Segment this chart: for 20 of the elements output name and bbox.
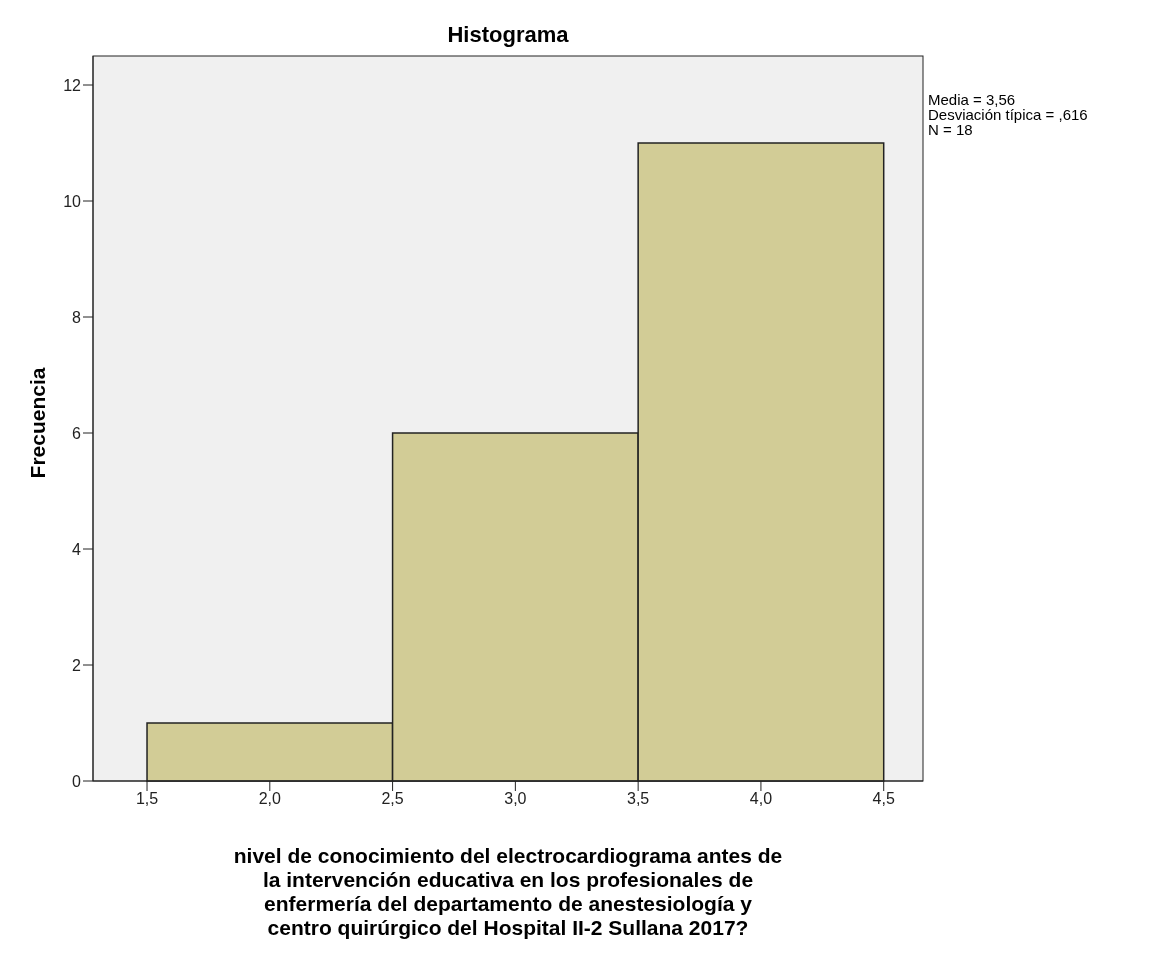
- y-tick-label: 6: [72, 424, 82, 442]
- x-tick-label: 2,5: [381, 790, 404, 808]
- x-tick-label: 2,0: [258, 790, 282, 808]
- x-tick-label: 1,5: [135, 790, 159, 808]
- y-tick-label: 8: [72, 308, 82, 326]
- text: Desviación típica = ,616: [928, 106, 1088, 123]
- y-tick-label: 2: [72, 656, 82, 674]
- x-tick-label: 4,0: [749, 790, 773, 808]
- text: N = 18: [928, 121, 974, 138]
- x-tick-label: 3,5: [627, 790, 650, 808]
- y-tick-label: 0: [72, 772, 82, 790]
- y-tick-label: 4: [72, 540, 82, 558]
- y-tick-label: 12: [63, 76, 82, 94]
- x-tick-label: 4,5: [872, 790, 895, 808]
- x-tick-label: 3,0: [504, 790, 527, 808]
- x-axis-title: nivel de conocimiento del electrocardiograma antes de la intervención educativa en los profesionales de enfermería del departamento de anestesiología y centro quirúrgico del Hospital II-2 Sullana 2017?: [232, 844, 784, 940]
- text: Media = 3,56: [928, 91, 1017, 108]
- y-axis-title: Frecuencia: [26, 367, 50, 479]
- chart-title: Histograma: [446, 22, 570, 48]
- y-tick-label: 10: [63, 192, 82, 210]
